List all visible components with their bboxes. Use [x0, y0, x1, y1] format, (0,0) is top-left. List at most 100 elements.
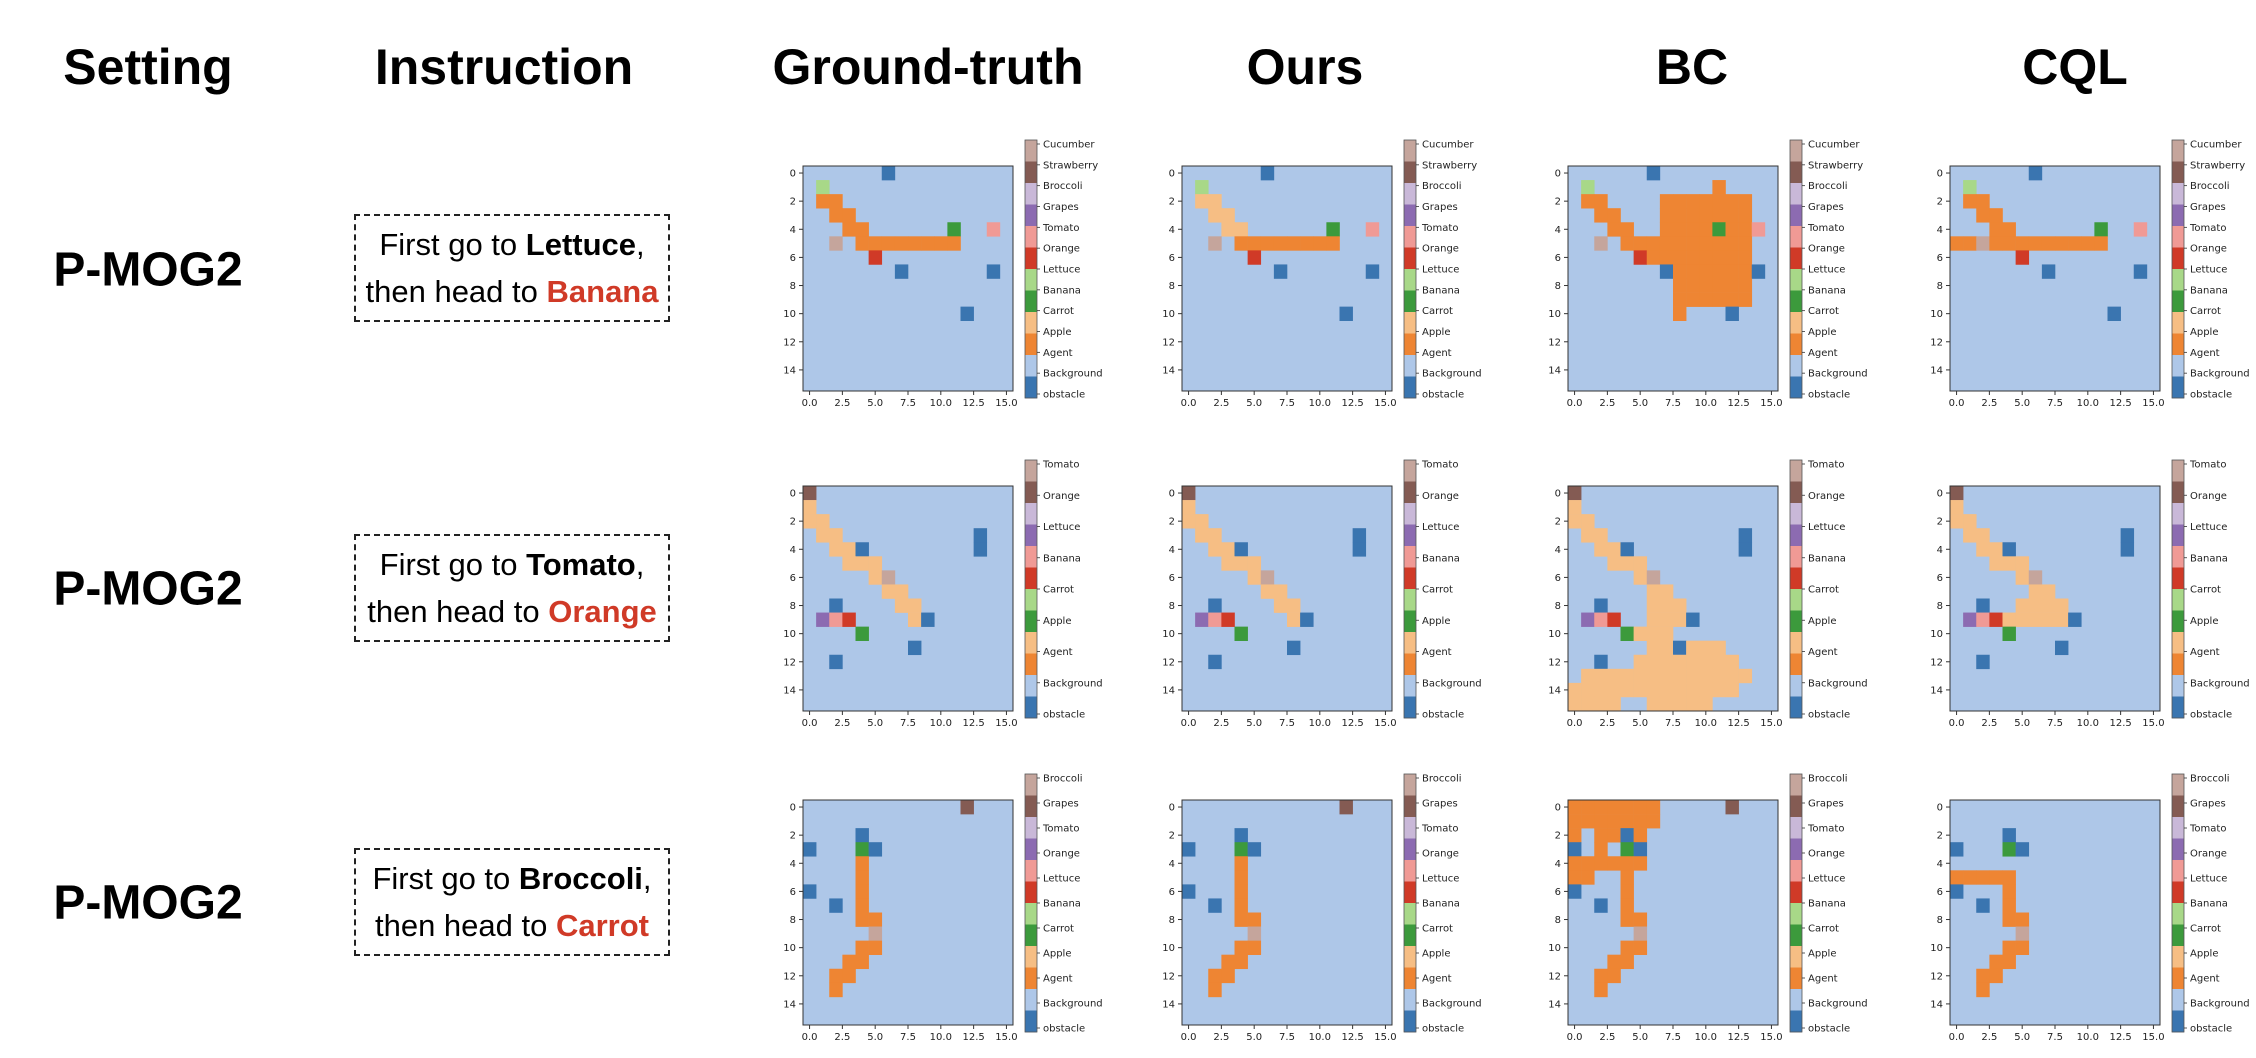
- grid-cell: [1260, 584, 1275, 599]
- grid-cell: [1673, 696, 1687, 712]
- instruction-line-1: First go to Tomato,: [380, 541, 645, 588]
- grid-cell: [1365, 264, 1380, 279]
- grid-cell: [1594, 814, 1608, 829]
- x-tick-label: 10.0: [1309, 1032, 1331, 1043]
- y-tick-label: 10: [783, 629, 796, 640]
- grid-cell: [816, 528, 830, 543]
- x-tick-label: 15.0: [1760, 718, 1782, 729]
- x-tick-label: 10.0: [930, 398, 952, 409]
- grid-cell: [855, 954, 869, 970]
- colorbar-swatch: [1790, 589, 1802, 611]
- grid-cell: [1208, 968, 1222, 984]
- grid-cell: [855, 542, 869, 557]
- grid-cell: [1712, 208, 1726, 223]
- y-tick-label: 0: [1169, 489, 1175, 500]
- grid-cell: [1725, 306, 1739, 321]
- colorbar-label: Grapes: [1043, 799, 1079, 810]
- grid-cell: [1594, 194, 1608, 209]
- grid-cell: [1594, 236, 1608, 251]
- colorbar-swatch: [1790, 290, 1802, 313]
- grid-cell: [1725, 194, 1739, 209]
- grid-cell: [1568, 486, 1582, 501]
- grid-cell: [1989, 542, 2003, 557]
- grid-cell: [1273, 598, 1288, 613]
- colorbar-label: Carrot: [1043, 585, 1074, 596]
- colorbar-swatch: [2172, 140, 2184, 162]
- grid-cell: [908, 598, 922, 613]
- grid-cell: [960, 306, 974, 321]
- grid-cell: [1581, 194, 1595, 209]
- grid-cell: [1725, 278, 1739, 293]
- colorbar-swatch: [1790, 161, 1802, 184]
- grid-cell: [1234, 626, 1248, 641]
- y-tick-label: 8: [790, 281, 796, 292]
- colorbar-label: Agent: [1043, 647, 1073, 658]
- grid-cell: [1208, 598, 1222, 613]
- y-tick-label: 0: [790, 169, 796, 180]
- grid-cell: [1568, 814, 1582, 829]
- grid-cell: [1208, 236, 1222, 251]
- grid-cell: [1234, 236, 1248, 251]
- grid-cell: [1673, 236, 1687, 251]
- grid-cell: [2120, 528, 2135, 543]
- x-tick-label: 7.5: [1665, 398, 1681, 409]
- grid-cell: [1673, 194, 1687, 209]
- grid-cell: [1620, 626, 1634, 641]
- y-tick-label: 0: [1555, 803, 1561, 814]
- colorbar-label: Agent: [2190, 647, 2220, 658]
- grid-cell: [1738, 222, 1753, 237]
- grid-cell: [1633, 668, 1648, 684]
- colorbar-label: Tomato: [1042, 223, 1079, 234]
- grid-cell: [1182, 514, 1196, 529]
- x-tick-label: 15.0: [995, 718, 1017, 729]
- colorbar-swatch: [1404, 567, 1416, 590]
- grid-cell: [1633, 842, 1648, 857]
- y-tick-label: 6: [790, 887, 796, 898]
- y-tick-label: 6: [1555, 573, 1561, 584]
- colorbar-label: Broccoli: [2190, 181, 2230, 192]
- grid-cell: [1352, 542, 1367, 557]
- y-tick-label: 6: [1937, 573, 1943, 584]
- grid-cell: [973, 542, 988, 557]
- grid-cell: [1659, 668, 1674, 684]
- instruction-comma: ,: [636, 227, 645, 262]
- instruction-line-1: First go to Broccoli,: [372, 855, 651, 902]
- grid-cell: [1976, 898, 1990, 913]
- colorbar-label: Lettuce: [1422, 874, 1459, 885]
- grid-cell: [2120, 542, 2135, 557]
- y-tick-label: 4: [1555, 859, 1561, 870]
- colorbar-label: Apple: [1808, 616, 1836, 627]
- colorbar-label: Orange: [1422, 491, 1459, 502]
- x-tick-label: 10.0: [1695, 398, 1717, 409]
- grid-cell: [1699, 640, 1713, 656]
- grid-cell: [868, 556, 883, 571]
- grid-cell: [1725, 682, 1739, 698]
- x-tick-label: 15.0: [1760, 1032, 1782, 1043]
- colorbar-swatch: [1404, 696, 1416, 719]
- grid-cell: [1646, 570, 1661, 585]
- grid-cell: [2041, 584, 2056, 599]
- y-tick-label: 12: [1162, 971, 1175, 982]
- colorbar-label: Background: [2190, 678, 2250, 689]
- grid-cell: [2002, 222, 2016, 237]
- grid-cell: [1673, 264, 1687, 279]
- grid-cell: [934, 236, 948, 251]
- grid-cell: [1594, 208, 1608, 223]
- grid-cell: [2107, 306, 2121, 321]
- colorbar-swatch: [1790, 503, 1802, 525]
- grid-cell: [2041, 612, 2056, 627]
- colorbar-swatch: [2172, 204, 2184, 227]
- colorbar-label: Tomato: [1421, 460, 1458, 471]
- colorbar-label: Lettuce: [1043, 265, 1080, 276]
- grid-cell: [1260, 166, 1275, 181]
- grid-panel: 0.0 2.5 5.0 7.5 10.0 12.5 15.0 0 2 4 6 8 10 12 14 Brocc…: [1930, 774, 2249, 1044]
- colorbar-label: Orange: [1043, 849, 1080, 860]
- y-tick-label: 10: [1162, 943, 1175, 954]
- colorbar-swatch: [1790, 675, 1802, 697]
- grid-cell: [1620, 912, 1634, 927]
- grid-cell: [1633, 626, 1648, 641]
- colorbar-label: Broccoli: [1422, 774, 1462, 785]
- colorbar-swatch: [1790, 924, 1802, 947]
- grid-cell: [1594, 528, 1608, 543]
